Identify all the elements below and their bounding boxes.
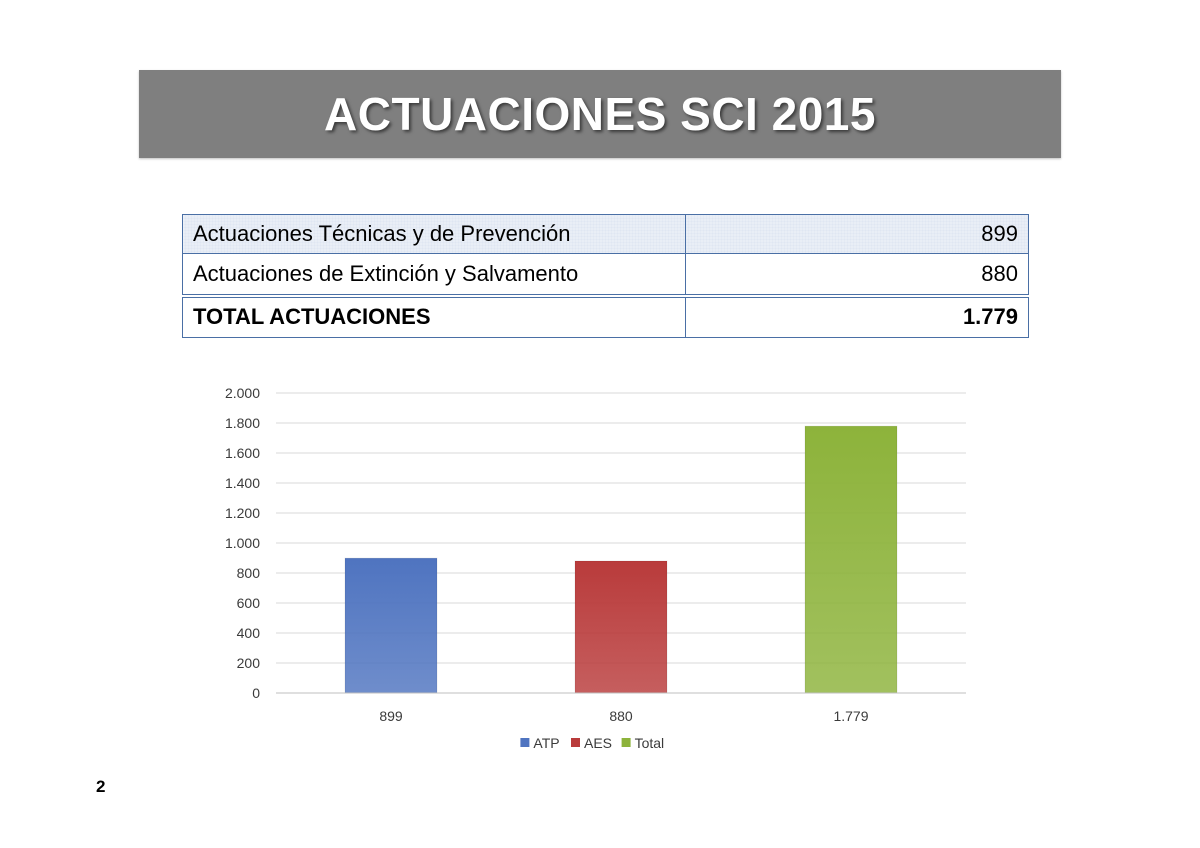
y-tick-label: 200 — [237, 655, 261, 671]
table-total-row: TOTAL ACTUACIONES 1.779 — [182, 295, 1029, 338]
title-banner: ACTUACIONES SCI 2015 — [139, 70, 1061, 158]
legend-swatch-aes — [571, 738, 580, 747]
bar-chart: 0 200 400 600 800 1.000 1.200 1.400 1.600 1.800 2.… — [225, 385, 966, 751]
total-value: 1.779 — [685, 295, 1029, 338]
y-tick-label: 1.600 — [225, 445, 260, 461]
total-label: TOTAL ACTUACIONES — [182, 295, 686, 338]
y-tick-label: 800 — [237, 565, 261, 581]
row-value: 899 — [685, 214, 1029, 254]
legend-swatch-total — [621, 738, 631, 747]
legend-label-atp: ATP — [533, 735, 559, 751]
y-tick-label: 1.200 — [225, 505, 260, 521]
table-row: Actuaciones Técnicas y de Prevención 899 — [182, 214, 1029, 254]
x-tick-label: 880 — [609, 708, 633, 724]
page-title: ACTUACIONES SCI 2015 — [324, 88, 876, 140]
y-tick-label: 600 — [237, 595, 261, 611]
bar-aes — [574, 560, 668, 694]
y-tick-label: 2.000 — [225, 385, 260, 401]
bar-atp — [344, 557, 438, 694]
row-label: Actuaciones Técnicas y de Prevención — [182, 214, 686, 254]
legend-swatch-atp — [520, 738, 530, 747]
page-number: 2 — [96, 777, 106, 796]
y-tick-label: 1.800 — [225, 415, 260, 431]
x-tick-label: 1.779 — [833, 708, 868, 724]
summary-table: Actuaciones Técnicas y de Prevención 899… — [182, 214, 1029, 338]
legend-label-aes: AES — [584, 735, 612, 751]
y-tick-label: 1.000 — [225, 535, 260, 551]
table-row: Actuaciones de Extinción y Salvamento 88… — [182, 253, 1029, 298]
y-tick-label: 0 — [252, 685, 260, 701]
bar-total — [804, 425, 898, 694]
legend-label-total: Total — [635, 735, 665, 751]
x-tick-label: 899 — [379, 708, 403, 724]
y-tick-label: 400 — [237, 625, 261, 641]
row-value: 880 — [685, 253, 1029, 298]
row-label: Actuaciones de Extinción y Salvamento — [182, 253, 686, 298]
y-tick-label: 1.400 — [225, 475, 260, 491]
